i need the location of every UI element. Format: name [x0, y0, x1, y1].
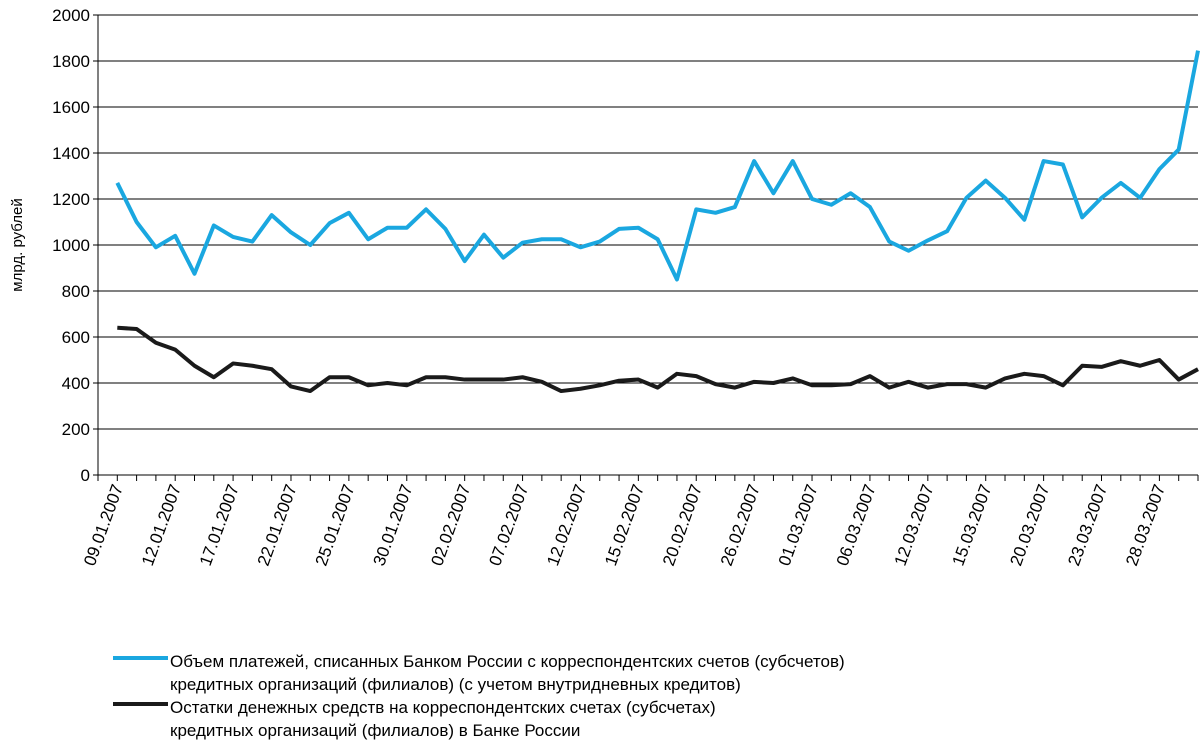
y-tick-label: 1400 [52, 144, 90, 163]
x-tick-label: 12.03.2007 [891, 482, 938, 568]
data-line [117, 325, 1199, 394]
y-tick-label: 600 [62, 328, 90, 347]
x-tick-label: 12.02.2007 [543, 482, 590, 568]
y-tick-label: 1000 [52, 236, 90, 255]
x-tick-label: 26.02.2007 [717, 482, 764, 568]
x-tick-label: 22.01.2007 [254, 482, 301, 568]
x-tick-label: 20.03.2007 [1006, 482, 1053, 568]
y-axis-label: млрд. рублей [9, 198, 26, 291]
x-tick-label: 30.01.2007 [370, 482, 417, 568]
legend-label: Объем платежей, списанных Банком России … [170, 652, 845, 694]
y-tick-label: 400 [62, 374, 90, 393]
y-tick-label: 2000 [52, 6, 90, 25]
y-tick-label: 200 [62, 420, 90, 439]
x-tick-label: 09.01.2007 [80, 482, 127, 568]
y-tick-label: 800 [62, 282, 90, 301]
x-tick-label: 17.01.2007 [196, 482, 243, 568]
legend-label: Остатки денежных средств на корреспонден… [170, 698, 716, 740]
x-tick-label: 23.03.2007 [1064, 482, 1111, 568]
y-tick-label: 1600 [52, 98, 90, 117]
x-tick-label: 15.03.2007 [949, 482, 996, 568]
x-tick-label: 02.02.2007 [427, 482, 474, 568]
x-tick-label: 12.01.2007 [138, 482, 185, 568]
data-line [115, 50, 1200, 282]
x-tick-label: 25.01.2007 [312, 482, 359, 568]
y-tick-label: 1200 [52, 190, 90, 209]
x-tick-label: 15.02.2007 [601, 482, 648, 568]
y-tick-label: 0 [81, 466, 90, 485]
x-tick-label: 07.02.2007 [485, 482, 532, 568]
x-tick-label: 01.03.2007 [775, 482, 822, 568]
x-tick-label: 20.02.2007 [659, 482, 706, 568]
y-tick-label: 1800 [52, 52, 90, 71]
x-tick-label: 28.03.2007 [1122, 482, 1169, 568]
x-tick-label: 06.03.2007 [833, 482, 880, 568]
